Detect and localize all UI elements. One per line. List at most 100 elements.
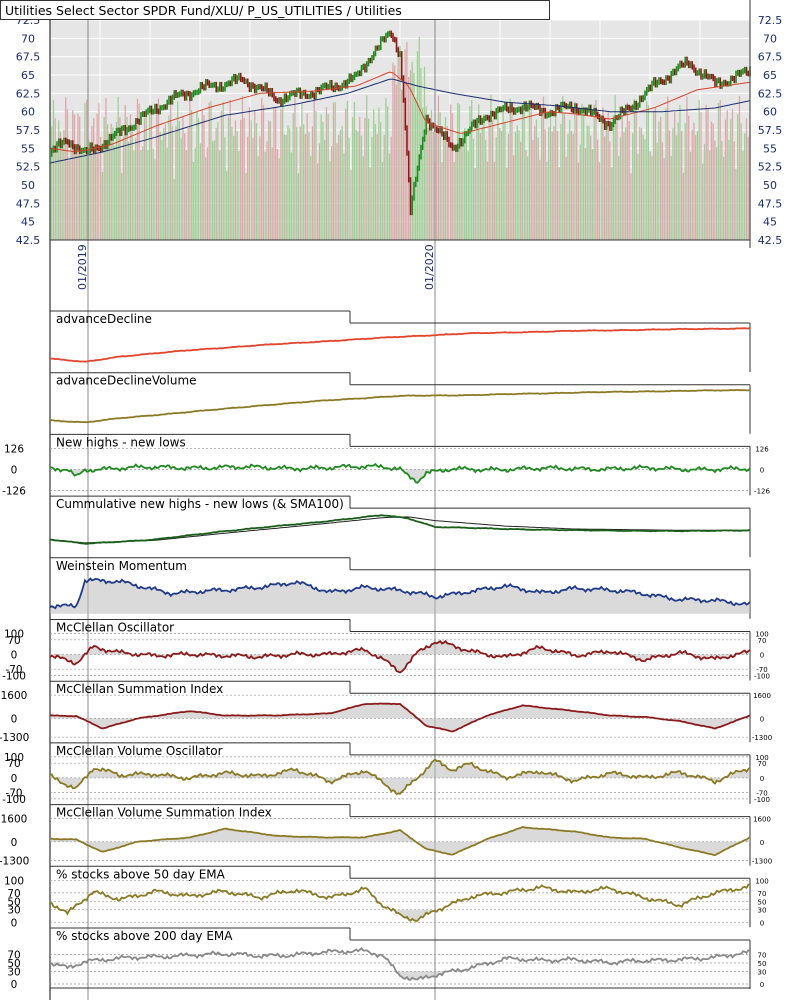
volume-bar <box>373 109 375 241</box>
volume-bar <box>565 157 567 240</box>
volume-bar <box>413 72 415 240</box>
volume-bar <box>173 179 175 240</box>
volume-bar <box>126 116 128 240</box>
panel-series-line <box>49 758 751 796</box>
volume-bar <box>422 107 424 240</box>
volume-bar <box>105 98 107 240</box>
volume-bar <box>77 113 79 240</box>
volume-bar <box>121 173 123 240</box>
panel-series-line <box>50 388 751 424</box>
price-ytick-right: 62.5 <box>758 87 783 100</box>
volume-bar <box>54 118 56 240</box>
price-ytick-right: 47.5 <box>758 197 783 210</box>
volume-bar <box>154 159 156 240</box>
volume-bar <box>691 129 693 240</box>
volume-bar <box>166 147 168 240</box>
volume-bar <box>255 123 258 240</box>
panel-title: McClellan Volume Summation Index <box>56 806 272 820</box>
price-ytick-left: 57.5 <box>16 124 41 137</box>
volume-bar <box>541 109 543 240</box>
volume-bar <box>560 123 562 240</box>
volume-bar <box>649 151 651 240</box>
panel-tick-left: 50 <box>7 896 20 908</box>
volume-bar <box>667 96 669 240</box>
volume-bar <box>448 136 450 240</box>
volume-bar <box>492 119 494 240</box>
price-ytick-left: 62.5 <box>16 87 41 100</box>
volume-bar <box>289 128 291 240</box>
volume-bar <box>523 105 525 240</box>
price-ytick-left: 67.5 <box>16 51 41 64</box>
volume-bar <box>336 143 338 240</box>
volume-bar <box>493 161 496 240</box>
volume-bar <box>507 133 510 240</box>
panel-tick-left: -100 <box>2 794 26 806</box>
volume-bar <box>511 108 513 240</box>
volume-bar <box>453 161 455 240</box>
volume-bar <box>327 114 329 240</box>
panel-tick-left: -100 <box>2 671 26 683</box>
volume-bar <box>170 98 172 240</box>
volume-bar <box>556 130 559 240</box>
panel-tick-left: 1600 <box>1 814 28 826</box>
volume-bar <box>549 108 552 241</box>
volume-bar <box>259 136 261 240</box>
panel-series-line <box>49 826 751 857</box>
volume-bar <box>287 125 289 240</box>
volume-bar <box>114 145 116 240</box>
volume-bar <box>206 147 209 240</box>
volume-bar <box>509 98 511 241</box>
volume-bar <box>490 95 492 240</box>
volume-bar <box>254 110 256 240</box>
volume-bar <box>198 118 200 240</box>
volume-bar <box>346 100 349 240</box>
volume-bar <box>275 107 277 241</box>
volume-bar <box>331 146 333 240</box>
panel-fill-area <box>50 641 750 673</box>
volume-bar <box>586 125 588 240</box>
volume-bar <box>252 138 254 240</box>
volume-bar <box>441 162 443 240</box>
volume-bar <box>385 98 387 241</box>
volume-bar <box>628 120 630 240</box>
volume-bar <box>479 133 482 240</box>
volume-bar <box>744 133 746 240</box>
price-ytick-left: 45 <box>21 216 35 229</box>
volume-bar <box>65 97 67 240</box>
volume-bar <box>705 104 707 240</box>
panel-tick-left: 0 <box>11 650 18 662</box>
volume-bar <box>56 142 58 240</box>
volume-bar <box>504 121 506 240</box>
panel-tick-right: 100 <box>755 631 768 639</box>
panel-tick-right: 0 <box>760 466 764 474</box>
panel-tick-left: 70 <box>7 635 20 647</box>
volume-bar <box>192 161 195 240</box>
panel-tick-right: 0 <box>760 775 764 783</box>
price-ytick-right: 70 <box>763 32 777 45</box>
volume-bar <box>334 102 336 241</box>
volume-bar <box>635 110 637 240</box>
volume-bar <box>94 146 97 240</box>
volume-bar <box>138 103 140 240</box>
volume-bar <box>238 150 240 240</box>
panel-tick-left: 0 <box>11 773 18 785</box>
volume-bar <box>570 130 573 240</box>
volume-bar <box>598 162 601 240</box>
panel-tick-left: 0 <box>11 917 18 929</box>
volume-bar <box>310 155 312 240</box>
volume-bar <box>240 119 242 240</box>
volume-bar <box>343 153 345 240</box>
volume-bar <box>306 113 308 240</box>
volume-bar <box>693 122 695 240</box>
volume-bar <box>548 127 550 240</box>
volume-bar <box>534 125 536 240</box>
volume-bar <box>397 45 399 241</box>
panel-tick-right: 100 <box>755 877 768 885</box>
volume-bar <box>418 36 420 240</box>
volume-bar <box>149 111 151 241</box>
volume-bar <box>199 143 202 240</box>
volume-bar <box>518 130 520 240</box>
price-ytick-left: 50 <box>21 179 35 192</box>
volume-bar <box>296 127 298 240</box>
panel-tick-right: 70 <box>758 890 767 898</box>
